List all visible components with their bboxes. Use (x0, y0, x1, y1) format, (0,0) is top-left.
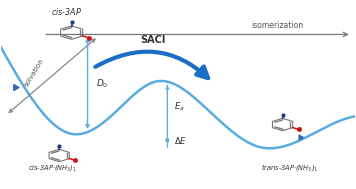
Text: $E_a$: $E_a$ (174, 100, 185, 113)
Text: $cis$-3AP: $cis$-3AP (51, 6, 82, 17)
Text: SACI: SACI (141, 35, 166, 45)
Text: $cis$-3AP·(NH$_3$)$_1$: $cis$-3AP·(NH$_3$)$_1$ (27, 163, 77, 173)
Text: $D_0$: $D_0$ (96, 78, 109, 90)
Text: isomerization: isomerization (251, 21, 303, 30)
Text: solvation: solvation (23, 57, 45, 87)
Text: $\Delta E$: $\Delta E$ (174, 135, 188, 146)
FancyArrowPatch shape (95, 52, 208, 78)
Text: $trans$-3AP·(NH$_3$)$_1$: $trans$-3AP·(NH$_3$)$_1$ (261, 162, 318, 173)
